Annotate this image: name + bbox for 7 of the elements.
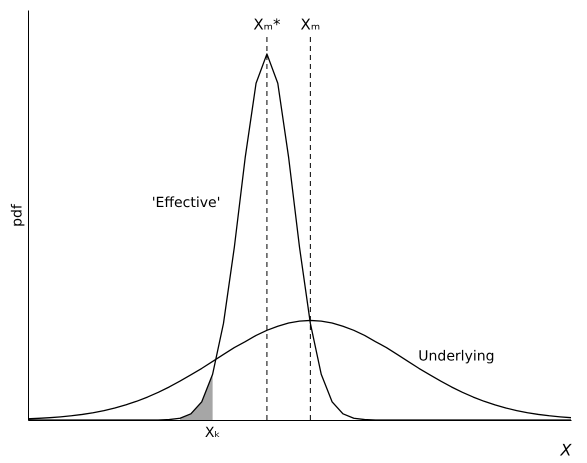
text: Xₘ [300,16,320,34]
annotation: 'Effective' [152,194,220,211]
x-axis-title: X [560,440,573,460]
text: Xₖ [204,425,220,441]
annotation: Underlying [418,348,494,364]
y-axis-title: pdf [10,203,26,227]
text: Xₘ* [253,16,281,34]
